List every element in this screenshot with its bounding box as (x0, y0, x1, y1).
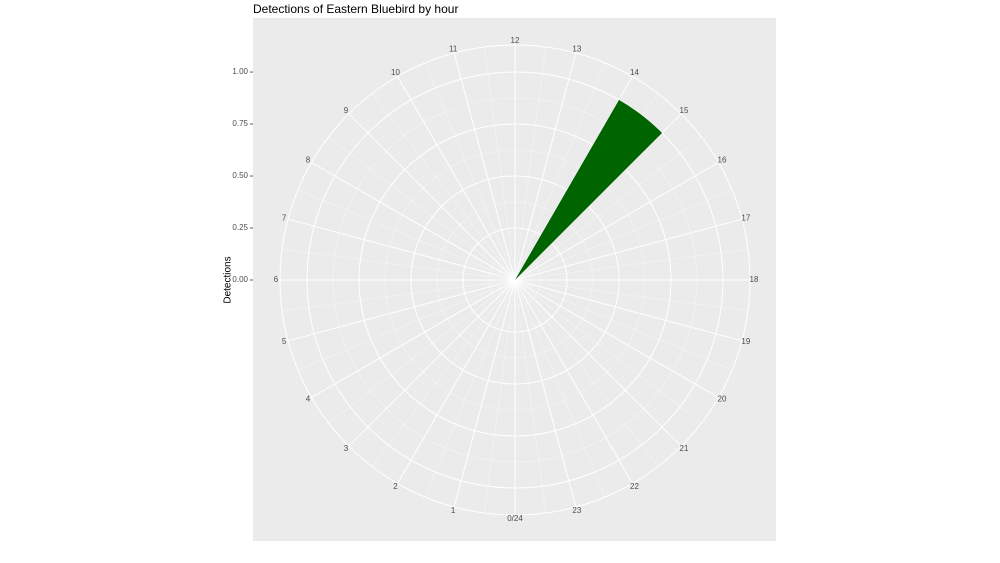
minor-spoke (514, 189, 733, 281)
spoke (453, 279, 516, 508)
minor-spoke (371, 93, 516, 281)
spoke (514, 162, 719, 281)
minor-spoke (424, 279, 516, 498)
x-tick-label: 4 (306, 395, 311, 404)
spoke (453, 52, 516, 281)
minor-spoke (514, 279, 749, 311)
y-axis-label: Detections (223, 256, 234, 303)
chart-title: Detections of Eastern Bluebird by hour (253, 2, 458, 16)
y-tick-label: 0.50 (232, 171, 248, 180)
minor-spoke (514, 279, 702, 424)
x-tick-label: 14 (630, 68, 639, 77)
spoke (514, 279, 577, 508)
x-tick-label: 1 (451, 506, 456, 515)
y-tick-label: 0.25 (232, 223, 248, 232)
spoke (514, 279, 719, 398)
minor-spoke (328, 136, 516, 281)
x-tick-label: 8 (306, 156, 311, 165)
minor-spoke (281, 279, 516, 311)
x-tick-label: 2 (393, 482, 398, 491)
x-tick-label: 10 (391, 68, 400, 77)
x-tick-label: 3 (344, 444, 349, 453)
x-tick-label: 11 (449, 44, 458, 53)
x-tick-label: 22 (630, 482, 639, 491)
x-tick-label: 12 (511, 36, 520, 45)
y-tick-label: 0.00 (232, 275, 248, 284)
minor-spoke (484, 279, 516, 514)
spoke (514, 279, 682, 447)
minor-spoke (514, 62, 606, 281)
y-tick-label: 0.75 (232, 119, 248, 128)
minor-spoke (424, 62, 516, 281)
x-tick-label: 20 (718, 395, 727, 404)
x-tick-label: 13 (572, 44, 581, 53)
spoke (397, 76, 516, 281)
spoke (514, 279, 633, 484)
x-tick-label: 9 (344, 106, 349, 115)
bar (515, 99, 663, 280)
x-tick-label: 17 (741, 213, 750, 222)
minor-spoke (514, 279, 659, 467)
x-tick-label: 21 (680, 444, 689, 453)
x-tick-label: 0/24 (507, 514, 523, 523)
y-tick-label: 1.00 (232, 67, 248, 76)
minor-spoke (484, 46, 516, 281)
minor-spoke (514, 279, 546, 514)
x-tick-label: 18 (750, 275, 759, 284)
spoke (514, 218, 743, 281)
minor-spoke (297, 279, 516, 371)
x-tick-label: 15 (680, 106, 689, 115)
spoke (311, 162, 516, 281)
minor-spoke (371, 279, 516, 467)
spoke (348, 279, 516, 447)
x-tick-label: 23 (572, 506, 581, 515)
minor-spoke (514, 136, 702, 281)
minor-spoke (514, 249, 749, 281)
x-tick-label: 19 (741, 337, 750, 346)
x-tick-label: 7 (282, 213, 287, 222)
x-tick-label: 16 (718, 156, 727, 165)
minor-spoke (328, 279, 516, 424)
minor-spoke (297, 189, 516, 281)
x-tick-label: 6 (274, 275, 279, 284)
minor-spoke (514, 279, 733, 371)
spoke (514, 279, 743, 342)
minor-spoke (281, 249, 516, 281)
minor-spoke (514, 46, 546, 281)
minor-spoke (514, 279, 606, 498)
spoke (348, 113, 516, 281)
spoke (397, 279, 516, 484)
spoke (287, 279, 516, 342)
spoke (287, 218, 516, 281)
spoke (311, 279, 516, 398)
x-tick-label: 5 (282, 337, 287, 346)
spoke (514, 52, 577, 281)
